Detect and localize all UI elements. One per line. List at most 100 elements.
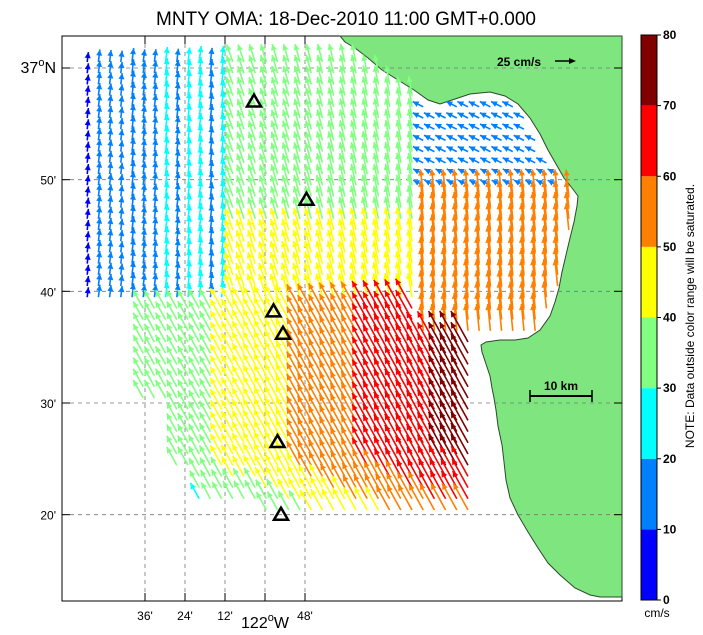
current-vector-head xyxy=(144,290,150,297)
current-vector-head xyxy=(107,61,114,68)
current-vector-head xyxy=(270,142,277,150)
current-vector-head xyxy=(552,203,559,210)
current-vector-head xyxy=(96,60,103,68)
current-vector-head xyxy=(174,239,181,246)
current-vector-head xyxy=(163,58,170,65)
current-vector-head xyxy=(384,413,391,421)
current-vector-head xyxy=(166,402,173,409)
current-vector-head xyxy=(341,292,347,300)
lon-label: 122oW xyxy=(241,612,290,632)
current-vector-head xyxy=(188,345,195,353)
current-vector-head xyxy=(174,261,181,268)
colorbar-segment xyxy=(641,529,657,600)
current-vector-head xyxy=(219,225,226,232)
current-vector-head xyxy=(451,191,458,199)
current-vector-head xyxy=(327,142,333,149)
current-vector-head xyxy=(232,287,238,294)
current-vector-head xyxy=(129,92,136,100)
current-vector-head xyxy=(210,310,217,318)
current-vector-head xyxy=(315,229,321,237)
current-vector-head xyxy=(118,274,125,282)
current-vector-head xyxy=(293,131,299,139)
current-vector-head xyxy=(303,273,310,281)
current-vector-head xyxy=(341,359,347,367)
current-vector-head xyxy=(468,123,476,130)
current-vector-head xyxy=(96,116,103,124)
current-vector-head xyxy=(480,180,488,186)
current-vector-head xyxy=(177,379,184,387)
current-vector-head xyxy=(406,98,413,105)
current-vector-head xyxy=(360,196,367,204)
current-vector-head xyxy=(300,489,306,497)
current-vector-head xyxy=(197,90,204,98)
current-vector-head xyxy=(518,281,525,288)
current-vector-head xyxy=(406,240,413,247)
current-vector-head xyxy=(341,415,347,423)
current-vector-head xyxy=(429,214,436,221)
current-vector-head xyxy=(383,141,390,149)
colorbar-tick-label: 60 xyxy=(663,169,677,183)
current-vector-head xyxy=(417,446,424,454)
current-vector-head xyxy=(304,153,311,160)
current-vector-head xyxy=(225,120,231,128)
current-vector-head xyxy=(319,417,325,424)
current-vector-head xyxy=(327,120,334,127)
current-vector-head xyxy=(133,301,139,309)
current-vector-head xyxy=(264,431,271,438)
current-vector-head xyxy=(264,397,271,405)
current-vector-head xyxy=(338,174,345,182)
current-vector-head xyxy=(417,389,424,397)
current-vector-head xyxy=(293,54,300,62)
current-vector-head xyxy=(536,180,544,186)
current-vector-head xyxy=(396,447,402,455)
current-vector-head xyxy=(297,384,304,392)
current-vector-head xyxy=(304,109,311,117)
current-vector-head xyxy=(450,389,457,397)
current-vector-head xyxy=(361,120,368,127)
current-vector-head xyxy=(417,378,424,386)
current-vector-head xyxy=(341,382,347,390)
current-vector-head xyxy=(326,153,333,160)
current-vector-head xyxy=(413,180,420,186)
current-vector-head xyxy=(338,43,345,51)
current-vector-head xyxy=(177,334,184,342)
current-vector-head xyxy=(118,73,125,80)
current-vector-head xyxy=(409,484,415,491)
current-vector-head xyxy=(223,481,229,488)
current-vector-head xyxy=(277,478,284,486)
current-vector-head xyxy=(166,447,173,454)
current-vector-head xyxy=(350,76,356,84)
current-vector-head xyxy=(372,174,379,182)
current-vector-head xyxy=(225,55,232,62)
current-vector-head xyxy=(418,180,425,188)
current-vector-head xyxy=(254,409,260,416)
current-vector-head xyxy=(235,252,242,259)
current-vector-head xyxy=(232,343,238,350)
current-vector-head xyxy=(383,120,390,127)
current-vector-head xyxy=(225,99,232,106)
current-vector-head xyxy=(304,54,311,62)
current-vector-head xyxy=(429,259,436,266)
current-vector-head xyxy=(308,339,315,346)
current-vector-head xyxy=(282,76,288,84)
current-vector-head xyxy=(384,98,390,105)
current-vector-head xyxy=(491,168,499,175)
current-vector-head xyxy=(450,400,457,408)
current-vector-head xyxy=(281,164,288,171)
current-vector-head xyxy=(293,76,300,84)
current-vector-head xyxy=(469,157,476,164)
current-vector-head xyxy=(337,240,344,248)
current-vector-head xyxy=(163,248,170,255)
current-vector-head xyxy=(552,214,559,221)
colorbar-segment xyxy=(641,458,657,530)
current-vector-head xyxy=(129,81,136,89)
current-vector-head xyxy=(394,273,401,280)
current-vector-head xyxy=(84,264,91,272)
colorbar-tick-label: 0 xyxy=(663,593,670,607)
current-vector-head xyxy=(197,214,204,221)
current-vector-head xyxy=(394,229,401,236)
current-vector-head xyxy=(243,308,249,316)
current-vector-head xyxy=(418,225,425,232)
current-vector-head xyxy=(208,204,215,211)
current-vector-head xyxy=(208,227,215,234)
